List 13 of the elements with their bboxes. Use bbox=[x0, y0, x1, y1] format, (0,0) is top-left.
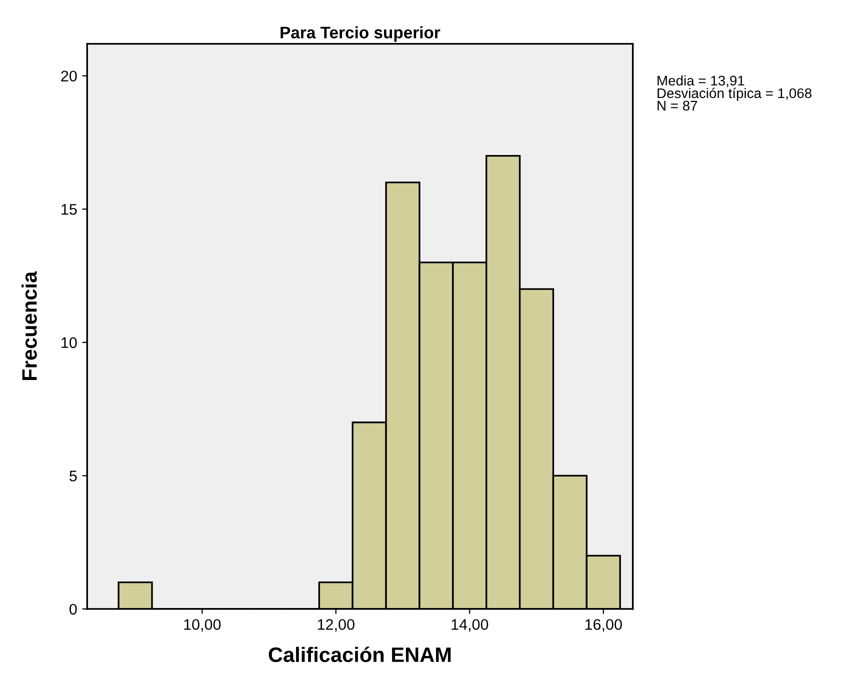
x-tick-label: 10,00 bbox=[184, 619, 221, 632]
chart-title: Para Tercio superior bbox=[280, 26, 440, 42]
y-tick-label: 0 bbox=[70, 604, 77, 615]
y-tick-label: 5 bbox=[70, 470, 77, 482]
y-tick-label: 20 bbox=[61, 70, 77, 82]
y-tick-label: 10 bbox=[62, 337, 77, 348]
y-axis-title: Frecuencia bbox=[22, 271, 37, 380]
x-axis-title: Calificación ENAM bbox=[268, 646, 451, 662]
x-tick-label: 16,00 bbox=[585, 619, 622, 632]
y-tick-label: 15 bbox=[62, 204, 77, 215]
x-tick-label: 14,00 bbox=[452, 619, 488, 632]
x-tick-label: 12,00 bbox=[318, 619, 354, 632]
text: Media = 13,91 Desviación típica = 1,068 N = 87 bbox=[658, 75, 812, 111]
